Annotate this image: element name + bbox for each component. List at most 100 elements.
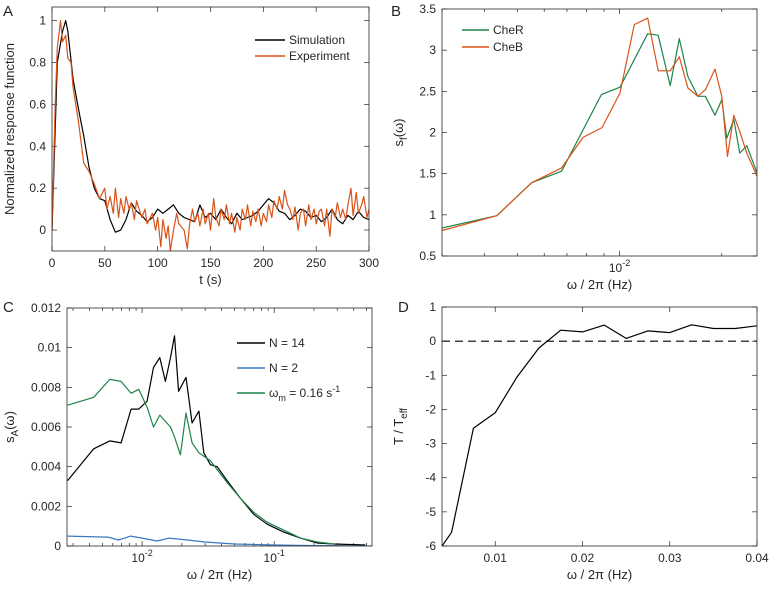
y-axis-label: Normalized response function <box>2 43 17 215</box>
x-tick-label: 250 <box>306 256 326 270</box>
y-axis-label: sA(ω) <box>2 411 21 443</box>
label-segment: Experiment <box>289 49 350 63</box>
x-axis-label: ω / 2π (Hz) <box>187 567 252 582</box>
panel-label: A <box>3 3 13 20</box>
y-tick-label: 1 <box>39 14 46 28</box>
y-axis-label: sf(ω) <box>391 118 410 146</box>
panel-d: D 0.01 0.02 0.03 0.04 -6 -5 -4 -3 -2 -1 0 1 ω / 2π (H… <box>391 299 769 582</box>
y-tick-label: 0.01 <box>38 341 62 355</box>
legend-entry: ωm = 0.16 s-1 <box>237 384 340 403</box>
x-tick-label: 150 <box>200 256 220 270</box>
x-tick-label: 100 <box>148 256 168 270</box>
x-tick-label: 0.02 <box>571 551 595 565</box>
y-tick-label: -2 <box>425 402 436 416</box>
series-line-cher <box>442 33 757 229</box>
series-line-experiment <box>52 20 369 251</box>
x-tick-label: 0 <box>49 256 56 270</box>
x-axis-label: ω / 2π (Hz) <box>567 277 632 292</box>
y-tick-label: 0 <box>39 223 46 237</box>
label-segment: Simulation <box>289 33 345 47</box>
x-tick-label: 10-1 <box>264 548 285 565</box>
legend-label: Experiment <box>289 49 350 63</box>
y-tick-label: 0.012 <box>31 301 61 315</box>
label-segment: (ω) <box>2 411 17 430</box>
y-tick-label: 3 <box>429 43 436 57</box>
y-axis-label: T / Teff <box>391 408 410 445</box>
panel-label: B <box>391 3 401 20</box>
legend-entry: Experiment <box>255 49 350 63</box>
x-tick-label: 0.03 <box>658 551 682 565</box>
tick-base: 10 <box>131 551 145 565</box>
y-tick-label: 0.5 <box>419 249 436 263</box>
tick-exponent: -2 <box>145 548 153 558</box>
y-tick-label: 0 <box>429 334 436 348</box>
legend-label: CheR <box>493 23 524 37</box>
y-tick-label: 0.002 <box>31 499 61 513</box>
label-segment: N = 2 <box>269 361 298 375</box>
y-tick-label: -5 <box>425 505 436 519</box>
label-segment: CheR <box>493 23 524 37</box>
tick-exponent: -2 <box>622 258 630 268</box>
y-tick-label: 0 <box>54 539 61 553</box>
legend-entry: CheB <box>462 40 523 54</box>
y-tick-label: 2.5 <box>419 84 436 98</box>
x-axis-label: ω / 2π (Hz) <box>567 567 632 582</box>
legend-label: CheB <box>493 40 523 54</box>
series-line--m-0-16-s-1 <box>67 378 334 545</box>
label-segment: f <box>399 137 410 140</box>
x-tick-label: 0.01 <box>484 551 508 565</box>
y-tick-label: 3.5 <box>419 2 436 16</box>
y-tick-label: 0.2 <box>29 181 46 195</box>
y-tick-label: 0.4 <box>29 139 46 153</box>
y-tick-label: 1.5 <box>419 167 436 181</box>
legend-label: ωm = 0.16 s-1 <box>269 384 340 403</box>
axes-box <box>51 6 370 252</box>
y-tick-label: -4 <box>425 471 436 485</box>
label-segment: ω / 2π (Hz) <box>567 567 632 582</box>
y-tick-label: 0.8 <box>29 56 46 70</box>
panel-b: B 10-2 0.5 1 1.5 2 2.5 3 3.5 ω / 2π (Hz) sf(ω) CheR… <box>391 2 758 292</box>
legend-entry: CheR <box>462 23 524 37</box>
y-tick-label: -3 <box>425 437 436 451</box>
label-segment: t (s) <box>199 272 221 287</box>
label-segment: (ω) <box>391 118 406 137</box>
tick-base: 10 <box>264 551 278 565</box>
x-tick-label: 50 <box>98 256 112 270</box>
label-segment: ω / 2π (Hz) <box>567 277 632 292</box>
y-tick-label: -1 <box>425 368 436 382</box>
label-segment: m <box>278 393 286 403</box>
label-segment: -1 <box>332 384 340 394</box>
y-tick-label: -6 <box>425 539 436 553</box>
axes-box <box>441 306 758 547</box>
label-segment: T / T <box>391 419 406 445</box>
legend-entry: N = 14 <box>237 336 305 350</box>
y-tick-label: 1 <box>429 208 436 222</box>
label-segment: ω <box>269 386 278 400</box>
axes-box <box>441 8 758 257</box>
x-tick-label: 300 <box>359 256 379 270</box>
legend-label: N = 2 <box>269 361 298 375</box>
label-segment: A <box>10 429 21 436</box>
axes-box <box>66 307 373 547</box>
panel-a: A 0 50 100 150 200 250 300 0 0.2 0.4 0.6 0.8 1 t (s) No… <box>2 3 379 287</box>
legend-label: N = 14 <box>269 336 305 350</box>
label-segment: eff <box>399 408 410 419</box>
x-tick-label: 10-2 <box>609 258 630 275</box>
panel-label: D <box>398 299 409 316</box>
y-tick-label: 2 <box>429 126 436 140</box>
series-line-n-2 <box>67 535 366 546</box>
series-line-t-teff <box>442 324 757 546</box>
label-segment: Normalized response function <box>2 43 17 215</box>
label-segment: = 0.16 s <box>286 386 332 400</box>
y-tick-label: 0.008 <box>31 380 61 394</box>
series-line-cheb <box>442 17 757 232</box>
y-tick-label: 0.006 <box>31 420 61 434</box>
legend-entry: Simulation <box>255 33 345 47</box>
label-segment: N = 14 <box>269 336 305 350</box>
legend-label: Simulation <box>289 33 345 47</box>
y-tick-label: 1 <box>429 300 436 314</box>
label-segment: CheB <box>493 40 523 54</box>
tick-exponent: -1 <box>277 548 285 558</box>
panel-label: C <box>3 299 14 316</box>
